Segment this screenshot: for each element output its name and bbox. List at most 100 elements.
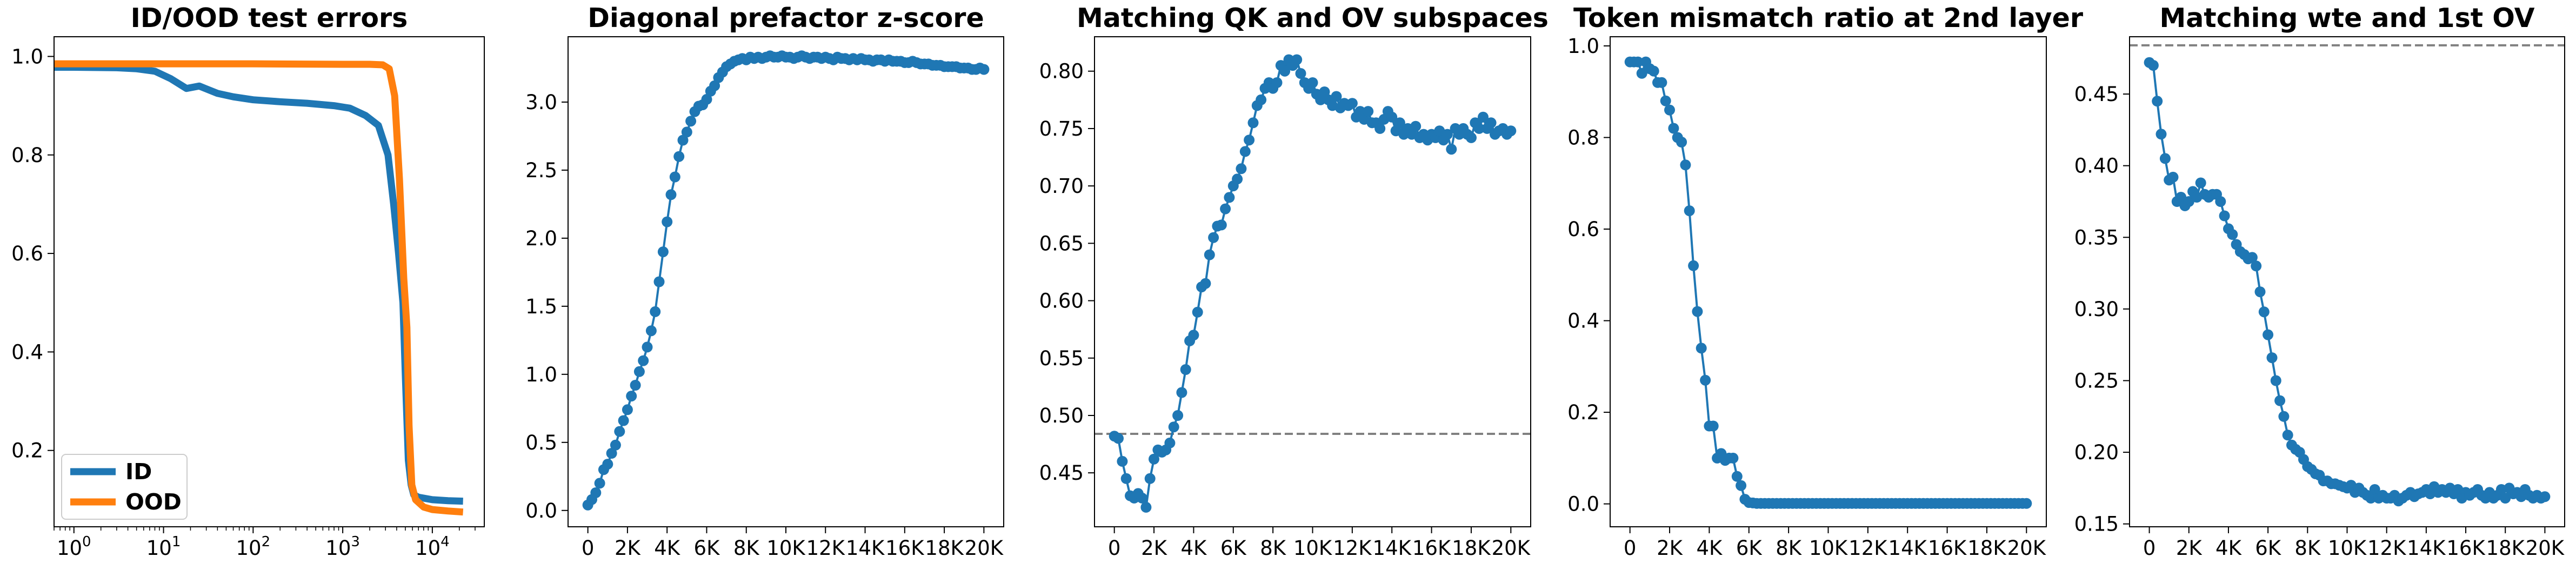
data-point [650,306,661,317]
x-tick-label: 12K [806,537,846,560]
x-tick-label-exponent: 0 [82,534,91,550]
data-point [602,459,613,470]
x-tick-label: 4K [654,537,681,560]
data-point [1727,452,1739,464]
data-point [1636,68,1647,79]
data-point [1363,106,1374,117]
x-tick-label: 2K [1141,537,1168,560]
y-tick-label: 1.0 [1567,35,1599,58]
chart-title: Diagonal prefactor z-score [588,3,984,33]
data-point [1485,117,1497,129]
data-point [685,116,697,127]
data-point [642,341,653,353]
data-point [1256,94,1267,105]
x-tick-label: 16K [885,537,925,560]
data-point [1632,56,1644,68]
data-point [2270,375,2281,386]
x-tick-label: 10K [766,537,806,560]
x-tick-label: 20K [2007,537,2047,560]
x-tick-label: 6K [694,537,721,560]
y-tick-label: 0.6 [1567,218,1599,241]
data-point [665,189,677,200]
y-tick-label: 0.5 [525,431,557,454]
data-point [2254,286,2266,298]
data-point [1696,343,1707,354]
data-point [1688,260,1699,271]
data-point [633,366,645,377]
data-point [709,80,720,91]
chart-panel-5: Matching wte and 1st OV 0.15 0.20 0.25 0.30 0… [2074,3,2565,560]
x-tick-label: 14K [2407,537,2446,560]
data-point [2021,498,2032,509]
y-tick-label: 0.45 [2074,83,2119,106]
x-tick-label: 18K [2486,537,2526,560]
x-tick-label: 20K [965,537,1004,560]
chart-title: Matching wte and 1st OV [2159,3,2534,33]
x-tick-label: 0 [1108,537,1121,560]
x-tick-label: 8K [1776,537,1803,560]
data-point [1307,77,1318,88]
data-point [1239,146,1251,157]
data-point [626,391,637,402]
data-point [622,404,633,415]
y-tick-label: 0.4 [11,340,43,364]
x-tick-label-base: 10 [236,537,262,560]
data-point [2195,177,2206,189]
y-tick-label: 0.6 [11,242,43,265]
y-tick-label: 0.35 [2074,226,2119,249]
data-point [1315,94,1326,105]
x-tick-label-exponent: 1 [172,534,181,550]
data-point [657,246,669,258]
data-point [2266,352,2278,364]
data-point [1660,95,1671,106]
data-point [1295,68,1306,79]
data-point [2365,493,2377,504]
chart-title: Matching QK and OV subspaces [1077,3,1549,33]
plot-frame [2129,36,2565,527]
x-tick-label: 16K [2446,537,2486,560]
data-point [1247,117,1259,129]
data-point [1164,437,1176,448]
data-point [1149,453,1159,465]
x-tick-label: 100 [57,534,91,560]
legend-label: OOD [125,489,182,515]
data-point [2251,260,2262,272]
data-point [1354,106,1366,117]
data-point [1505,125,1517,137]
data-point [2175,192,2187,203]
data-point [2159,153,2171,164]
series-line-1 [586,55,985,506]
x-tick-label: 2K [2176,537,2203,560]
series-line-1 [2148,62,2546,502]
y-tick-label: 0.20 [2074,441,2119,464]
data-point [1144,473,1156,484]
data-point [1473,123,1485,134]
data-point [2152,96,2163,107]
x-tick-label: 8K [733,537,760,560]
plot-frame [568,36,1004,527]
x-tick-label: 14K [1888,537,1928,560]
plot-frame [54,36,485,527]
y-tick-label: 0.25 [2074,369,2119,392]
data-point [1410,120,1422,132]
plot-frame [1610,36,2047,527]
data-point [1319,86,1330,97]
data-point [2263,329,2274,340]
data-point [2167,171,2179,183]
x-tick-label: 20K [1492,537,1531,560]
data-point [1656,77,1667,88]
data-point [1442,129,1453,140]
data-point [606,448,617,459]
data-point [1172,410,1184,421]
y-tick-label: 0.15 [2074,513,2119,536]
data-point [1700,374,1711,386]
data-point [2155,129,2167,140]
data-point [2274,395,2286,406]
data-point [1224,192,1235,203]
x-tick-label-base: 10 [57,537,82,560]
legend-label: ID [125,459,152,485]
data-point [1680,159,1691,171]
y-tick-label: 0.8 [1567,126,1599,149]
data-point [618,415,629,426]
